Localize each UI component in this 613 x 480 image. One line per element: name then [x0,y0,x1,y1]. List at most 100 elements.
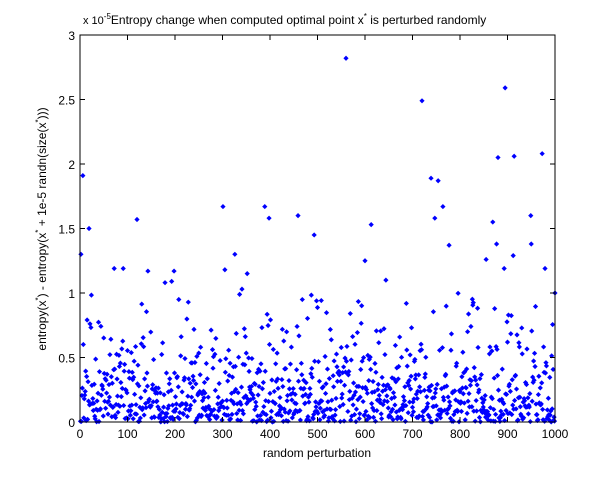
data-point-marker [464,410,470,416]
data-point-marker [501,265,507,272]
data-point-marker [412,376,418,382]
data-point-marker [266,341,273,348]
data-point-marker [202,390,208,396]
data-point-marker [250,395,256,401]
data-point-marker [372,360,378,367]
data-point-marker [465,398,471,404]
data-point-marker [307,385,313,392]
data-point-marker [428,382,435,389]
data-point-marker [119,346,125,352]
data-point-marker [232,251,238,257]
data-point-marker [271,388,277,395]
data-point-marker [95,319,102,325]
data-point-marker [87,401,94,407]
data-point-marker [172,394,179,400]
data-point-marker [111,265,117,272]
data-point-marker [257,412,264,419]
data-point-marker [132,391,138,397]
data-point-marker [349,395,355,401]
data-point-marker [515,417,521,423]
data-point-marker [309,374,315,380]
data-point-marker [367,414,373,421]
data-point-marker [468,323,474,330]
data-point-marker [161,392,167,398]
data-point-marker [150,399,156,405]
data-point-marker [85,398,92,404]
data-point-marker [118,379,124,386]
data-point-marker [157,390,163,396]
data-point-marker [200,388,207,394]
data-point-marker [218,400,224,406]
data-point-marker [304,315,311,322]
data-point-marker [235,390,241,396]
data-point-marker [530,379,536,385]
data-point-marker [114,393,121,399]
data-point-marker [212,351,218,357]
data-point-marker [389,406,396,412]
data-point-marker [357,411,363,417]
data-point-marker [225,412,231,418]
data-point-marker [333,395,339,402]
data-point-marker [184,413,190,420]
data-point-marker [469,404,475,410]
data-point-marker [98,392,104,398]
data-point-marker [328,337,334,343]
data-point-marker [376,392,382,399]
data-point-marker [189,394,195,400]
data-point-marker [454,360,460,366]
data-point-marker [549,353,555,359]
data-point-marker [149,386,155,392]
data-point-marker [504,319,510,325]
data-point-marker [535,417,541,423]
data-point-marker [245,399,251,405]
data-point-marker [82,388,88,395]
data-point-marker [226,347,232,353]
data-point-marker [435,178,441,184]
data-point-marker [373,328,379,334]
data-point-marker [385,405,391,411]
data-point-marker [522,379,529,386]
data-point-marker [452,388,458,394]
data-point-marker [356,383,362,390]
data-point-marker [450,418,456,424]
data-point-marker [98,323,104,329]
data-point-marker [246,355,252,361]
data-point-marker [325,399,331,405]
data-point-marker [395,376,401,382]
data-point-marker [472,418,478,424]
data-point-marker [390,417,396,423]
data-point-marker [259,325,265,331]
x-tick-label: 0 [77,427,84,441]
data-point-marker [533,401,539,407]
data-point-marker [129,369,135,375]
data-point-marker [154,390,161,396]
data-point-marker [124,390,130,396]
data-point-marker [317,405,323,411]
data-point-marker [229,411,235,417]
data-point-marker [511,153,517,159]
data-point-marker [281,338,287,344]
data-point-marker [108,374,114,380]
data-point-marker [322,390,329,397]
data-point-marker [523,381,530,388]
data-point-marker [512,372,519,378]
data-point-marker [339,395,345,401]
data-point-marker [332,407,339,413]
data-point-marker [196,350,202,356]
data-point-marker [154,398,160,404]
data-point-marker [199,412,205,418]
data-point-marker [389,375,395,381]
data-point-marker [374,397,380,403]
data-point-marker [550,321,556,328]
data-point-marker [262,368,268,374]
data-point-marker [102,398,108,404]
data-point-marker [105,398,112,404]
x-tick-label: 300 [212,427,232,441]
data-point-marker [473,397,479,404]
data-point-marker [87,321,93,327]
data-point-marker [142,388,148,394]
data-point-marker [178,334,184,340]
data-point-marker [352,389,359,395]
data-point-marker [210,365,216,371]
data-point-marker [182,406,189,412]
